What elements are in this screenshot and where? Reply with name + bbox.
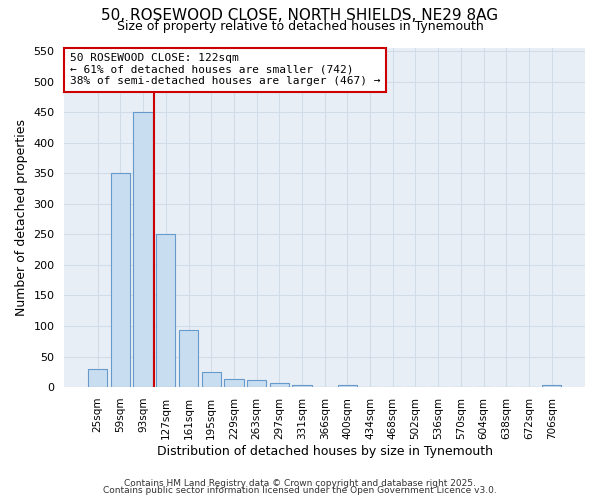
Bar xyxy=(338,386,357,387)
Bar xyxy=(202,372,221,387)
Bar xyxy=(133,112,153,387)
Bar xyxy=(224,378,244,387)
Bar xyxy=(179,330,198,387)
Text: Size of property relative to detached houses in Tynemouth: Size of property relative to detached ho… xyxy=(116,20,484,33)
Text: Contains HM Land Registry data © Crown copyright and database right 2025.: Contains HM Land Registry data © Crown c… xyxy=(124,478,476,488)
Y-axis label: Number of detached properties: Number of detached properties xyxy=(15,119,28,316)
Text: 50, ROSEWOOD CLOSE, NORTH SHIELDS, NE29 8AG: 50, ROSEWOOD CLOSE, NORTH SHIELDS, NE29 … xyxy=(101,8,499,22)
Bar xyxy=(269,384,289,387)
Text: Contains public sector information licensed under the Open Government Licence v3: Contains public sector information licen… xyxy=(103,486,497,495)
Bar xyxy=(156,234,175,387)
Text: 50 ROSEWOOD CLOSE: 122sqm
← 61% of detached houses are smaller (742)
38% of semi: 50 ROSEWOOD CLOSE: 122sqm ← 61% of detac… xyxy=(70,53,380,86)
X-axis label: Distribution of detached houses by size in Tynemouth: Distribution of detached houses by size … xyxy=(157,444,493,458)
Bar xyxy=(542,386,562,387)
Bar xyxy=(292,384,311,387)
Bar xyxy=(88,369,107,387)
Bar xyxy=(111,174,130,387)
Bar xyxy=(247,380,266,387)
